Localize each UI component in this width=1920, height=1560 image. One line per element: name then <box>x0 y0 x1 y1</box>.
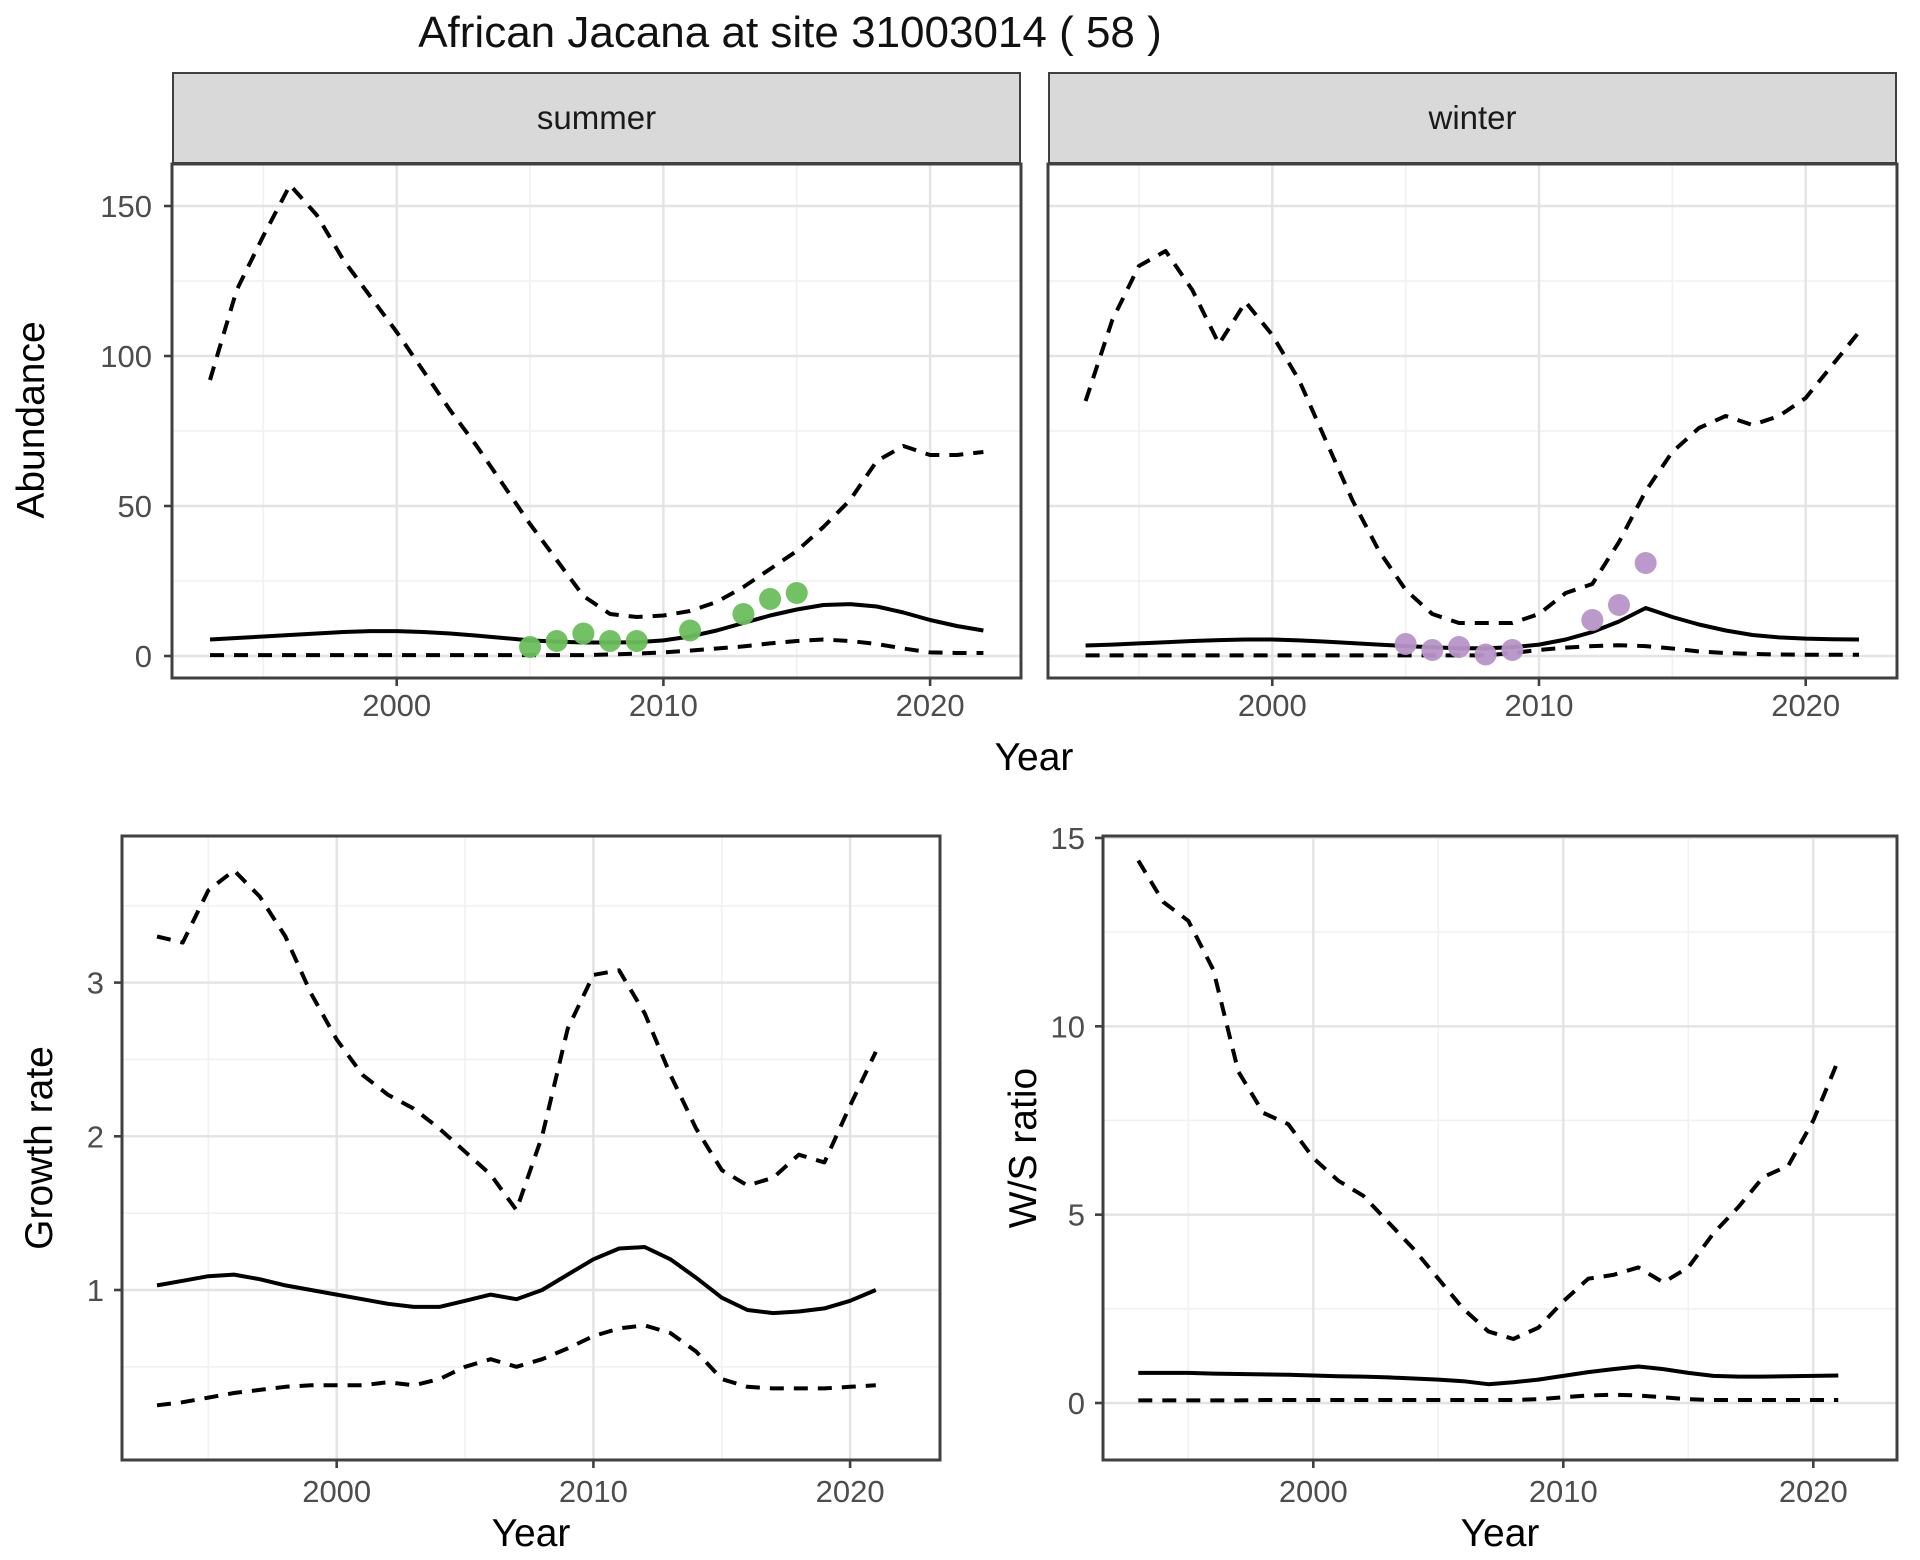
lower-ci-line <box>156 1323 876 1408</box>
x-tick-label: 2000 <box>302 1474 371 1509</box>
x-tick-label: 2020 <box>1771 688 1840 723</box>
lower-ci-line <box>1138 1392 1839 1403</box>
x-tick-label: 2010 <box>629 688 698 723</box>
y-axis-title-abundance: Abundance <box>10 321 53 519</box>
y-axis-title-growth-rate: Growth rate <box>18 1046 61 1250</box>
facet-strip-summer-label: summer <box>536 99 657 136</box>
y-tick-label: 0 <box>135 639 152 674</box>
observation-point <box>759 588 782 610</box>
y-tick-label: 150 <box>100 189 152 224</box>
observation-point <box>679 619 702 642</box>
observation-point <box>519 636 542 658</box>
median-line <box>1085 606 1860 651</box>
upper-ci-line <box>156 868 878 1213</box>
x-tick-label: 2010 <box>559 1474 628 1509</box>
observation-point <box>732 603 755 625</box>
y-tick-label: 2 <box>87 1119 104 1154</box>
observation-point <box>599 630 622 652</box>
x-axis-title-growth-rate: Year <box>491 1512 571 1555</box>
facet-strip-winter: winter <box>1048 72 1897 164</box>
panel-background <box>1103 836 1897 1460</box>
y-tick-label: 15 <box>1051 821 1085 856</box>
panel-background <box>1048 164 1897 678</box>
upper-ci-line <box>1083 249 1861 625</box>
y-tick-label: 50 <box>118 489 152 524</box>
x-tick-label: 2010 <box>1505 688 1574 723</box>
y-tick-label: 10 <box>1051 1009 1085 1044</box>
y-axis-title-ws-ratio: W/S ratio <box>1002 1067 1045 1229</box>
panel-border <box>1046 162 1899 680</box>
observation-point <box>1634 552 1657 574</box>
facet-strip-winter-label: winter <box>1428 99 1517 136</box>
x-tick-label: 2000 <box>1279 1474 1348 1509</box>
y-tick-label: 0 <box>1068 1386 1085 1421</box>
lower-ci-line <box>210 637 984 658</box>
facet-strip-summer: summer <box>172 72 1021 164</box>
x-tick-label: 2010 <box>1529 1474 1598 1509</box>
upper-ci-line <box>1136 859 1841 1341</box>
x-tick-label: 2000 <box>362 688 431 723</box>
observation-point <box>545 630 568 652</box>
y-tick-label: 5 <box>1068 1198 1085 1233</box>
observation-point <box>1501 639 1524 661</box>
y-tick-label: 3 <box>87 966 104 1001</box>
panel-background <box>122 836 940 1460</box>
median-line <box>156 1245 877 1316</box>
plot-title: African Jacana at site 31003014 ( 58 ) <box>418 8 1162 57</box>
observation-point <box>1421 639 1444 661</box>
observation-point <box>572 622 595 645</box>
y-tick-label: 100 <box>100 339 152 374</box>
observation-point <box>1581 609 1604 631</box>
x-axis-title-abundance: Year <box>994 736 1074 779</box>
panel-border <box>170 162 1023 680</box>
x-tick-label: 2020 <box>896 688 965 723</box>
observation-point <box>1474 643 1497 666</box>
panel-border <box>120 834 942 1462</box>
x-axis-title-ws-ratio: Year <box>1460 1512 1540 1555</box>
upper-ci-line <box>208 183 984 619</box>
x-tick-label: 2020 <box>816 1474 885 1509</box>
y-tick-label: 1 <box>87 1273 104 1308</box>
panel-border <box>1101 834 1899 1462</box>
lower-ci-line <box>1085 643 1859 658</box>
median-line <box>1138 1364 1839 1387</box>
observation-point <box>785 582 808 604</box>
x-tick-label: 2020 <box>1779 1474 1848 1509</box>
observation-point <box>625 630 648 652</box>
x-tick-label: 2000 <box>1238 688 1307 723</box>
observation-point <box>1394 633 1417 655</box>
median-line <box>209 602 984 645</box>
observation-point <box>1608 594 1631 616</box>
observation-point <box>1447 636 1470 658</box>
panel-background <box>172 164 1021 678</box>
